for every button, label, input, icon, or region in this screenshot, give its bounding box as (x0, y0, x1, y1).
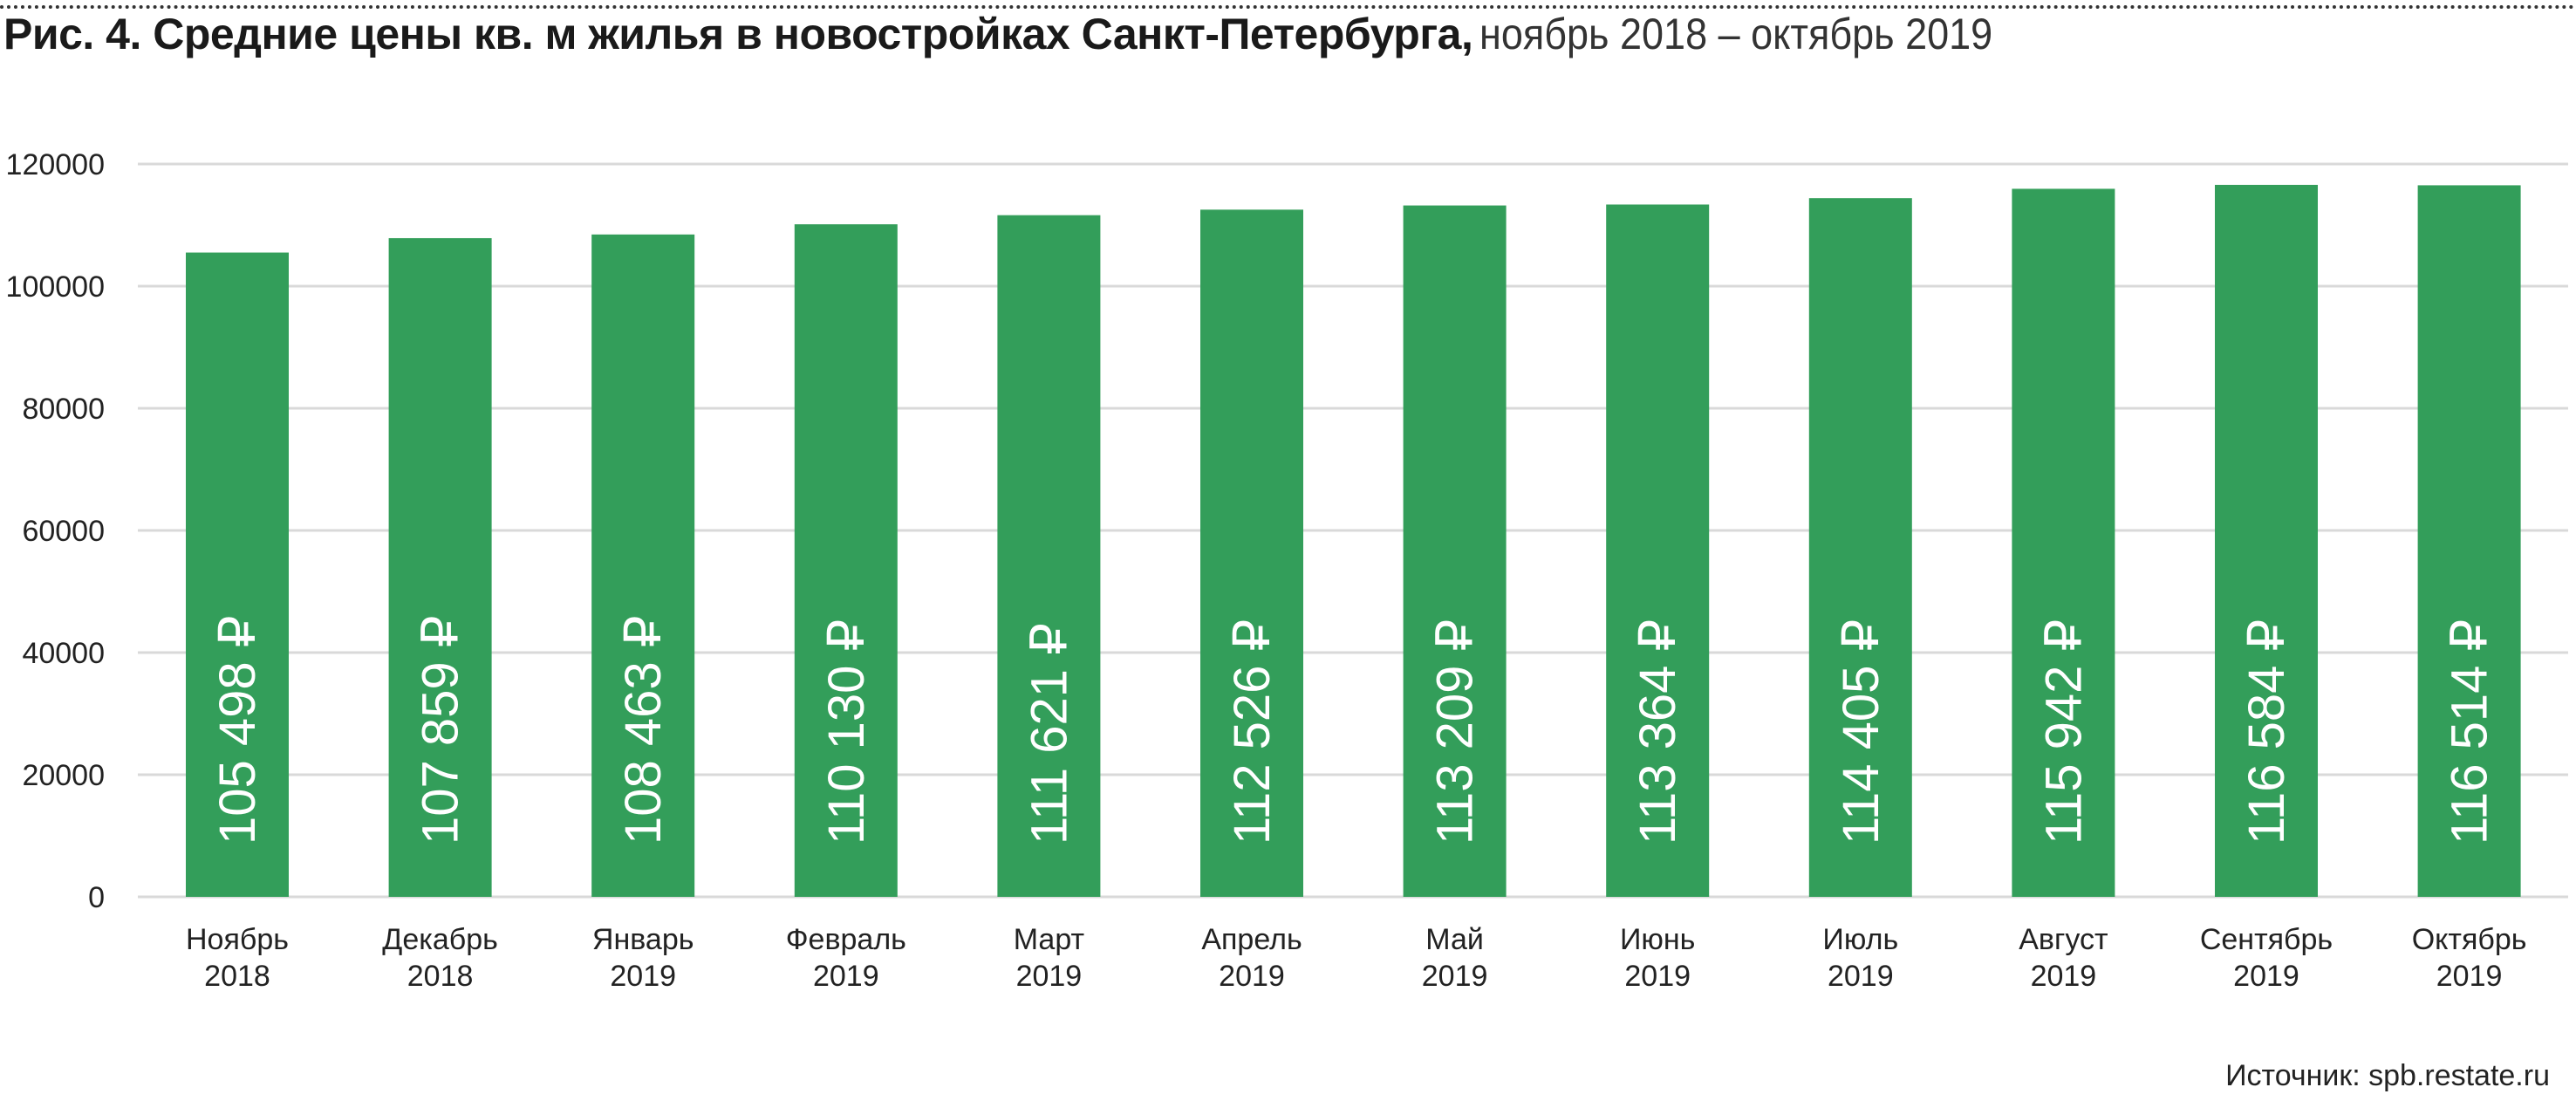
y-tick-label: 80000 (22, 393, 105, 426)
x-tick-label-month: Июль (1822, 923, 1898, 956)
x-tick-label-month: Декабрь (382, 923, 498, 956)
x-tick-label-year: 2019 (1422, 960, 1488, 993)
bar (591, 234, 695, 897)
bar (1606, 204, 1710, 897)
x-tick-label-year: 2019 (1828, 960, 1894, 993)
x-tick-label-month: Февраль (786, 923, 906, 956)
x-tick-label-year: 2019 (1624, 960, 1691, 993)
bar-data-label: 105 498 ₽ (209, 615, 266, 845)
x-tick-label-month: Сентябрь (2200, 923, 2333, 956)
bar (2012, 188, 2115, 897)
y-tick-label: 20000 (22, 759, 105, 792)
x-tick-label-year: 2019 (2233, 960, 2299, 993)
y-tick-label: 40000 (22, 637, 105, 670)
source-note: Источник: spb.restate.ru (2225, 1059, 2550, 1092)
bar (1403, 205, 1507, 898)
bar (997, 215, 1101, 897)
bar-data-label: 113 209 ₽ (1427, 619, 1484, 845)
x-tick-label-year: 2019 (1016, 960, 1083, 993)
chart-title-main: Рис. 4. Средние цены кв. м жилья в новос… (3, 10, 1473, 58)
x-tick-label-month: Август (2019, 923, 2108, 956)
y-tick-label: 120000 (6, 148, 105, 181)
x-tick-label-year: 2018 (407, 960, 474, 993)
bar-data-label: 115 942 ₽ (2035, 619, 2092, 845)
x-tick-label-year: 2018 (204, 960, 270, 993)
x-tick-label-month: Октябрь (2412, 923, 2527, 956)
y-tick-label: 0 (88, 881, 105, 914)
bar-data-label: 107 859 ₽ (413, 615, 469, 845)
x-tick-label-month: Март (1014, 923, 1084, 956)
chart-title: Рис. 4. Средние цены кв. м жилья в новос… (3, 12, 2050, 56)
bar (2417, 185, 2521, 898)
x-tick-label-month: Январь (592, 923, 694, 956)
x-tick-label-month: Июнь (1620, 923, 1695, 956)
x-tick-label-year: 2019 (2031, 960, 2097, 993)
bar-data-label: 114 405 ₽ (1833, 619, 1889, 845)
bar-data-label: 110 130 ₽ (818, 619, 875, 845)
x-tick-label-year: 2019 (2436, 960, 2503, 993)
bar-data-label: 116 584 ₽ (2238, 619, 2295, 845)
x-tick-label-month: Апрель (1201, 923, 1302, 956)
bar (1200, 209, 1303, 897)
y-tick-label: 60000 (22, 515, 105, 548)
x-tick-label-year: 2019 (813, 960, 879, 993)
bar-data-label: 108 463 ₽ (615, 615, 672, 845)
bar-data-label: 116 514 ₽ (2442, 619, 2498, 845)
x-tick-label-month: Ноябрь (186, 923, 289, 956)
bar (186, 252, 289, 897)
bar (388, 237, 492, 897)
bar (1808, 198, 1912, 898)
bar-data-label: 111 621 ₽ (1021, 623, 1077, 845)
x-tick-label-year: 2019 (1219, 960, 1285, 993)
bar (794, 224, 898, 898)
y-tick-label: 100000 (6, 270, 105, 304)
chart-title-period: ноябрь 2018 – октябрь 2019 (1479, 10, 1993, 58)
x-tick-label-month: Май (1425, 923, 1484, 956)
top-dotted-rule (0, 5, 2576, 9)
bar-data-label: 113 364 ₽ (1630, 619, 1686, 845)
bar-data-label: 112 526 ₽ (1224, 619, 1281, 845)
x-tick-label-year: 2019 (610, 960, 676, 993)
bar (2215, 184, 2318, 898)
